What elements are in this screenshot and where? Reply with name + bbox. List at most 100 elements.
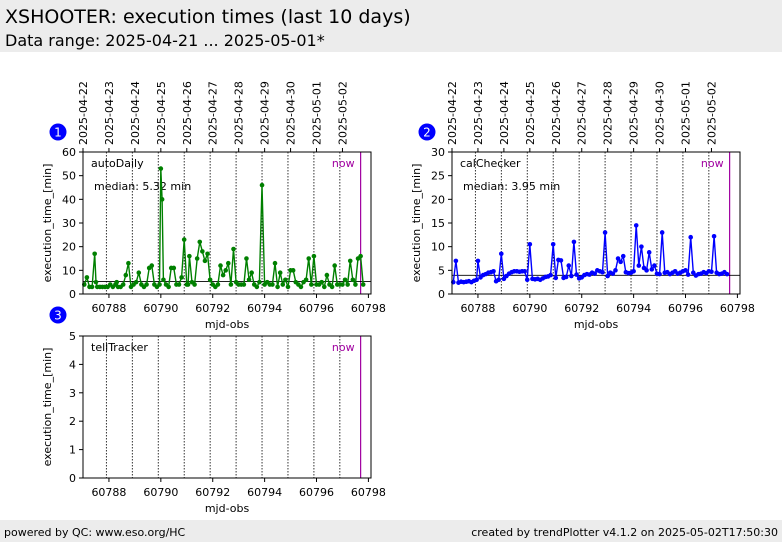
panel2-data-point: [571, 239, 577, 245]
panel2-data-point: [709, 269, 714, 275]
panel1-data-point: [241, 282, 247, 287]
panel1-data-point: [89, 284, 95, 290]
panel1-data-point: [181, 237, 187, 242]
panel2-data-point: [569, 273, 574, 279]
panel1-y-tick-label: 50: [62, 170, 76, 183]
panel2-y-tick-label: 30: [431, 146, 445, 159]
panel1-data-point: [84, 275, 90, 280]
panel1-date-tick-label: 2025-04-23: [103, 81, 116, 145]
panel2-date-tick-label: 2025-04-30: [654, 81, 667, 145]
panel3-number-label: 3: [54, 309, 62, 323]
panel2-number-badge: [418, 123, 436, 141]
panel1-data-point: [192, 282, 197, 287]
panel2-x-tick-label: 60788: [460, 302, 495, 315]
panel1-date-tick-label: 2025-05-02: [336, 81, 349, 145]
panel1-data-point: [205, 251, 210, 257]
panel2-y-tick-label: 10: [431, 241, 445, 254]
panel1-date-tick-label: 2025-04-22: [77, 81, 90, 145]
page-title: XSHOOTER: execution times (last 10 days): [5, 6, 411, 28]
panel1-now-label: now: [332, 157, 355, 170]
panel2-y-tick-label: 20: [431, 193, 445, 206]
panel1-data-point: [340, 282, 345, 287]
panel2-date-tick-label: 2025-04-28: [602, 81, 615, 145]
panel1-data-point: [358, 253, 363, 259]
panel1-data-point: [157, 282, 162, 287]
panel2-data-point: [563, 274, 569, 280]
panel1-data-point: [218, 263, 223, 268]
panel2-data-point: [688, 234, 694, 240]
footer-bar: powered by QC: www.eso.org/HC created by…: [0, 520, 782, 542]
panel3-x-tick-label: 60790: [143, 486, 178, 499]
panel1-data-point: [285, 284, 291, 290]
panel1-data-point: [347, 258, 353, 264]
panel1-data-point: [306, 256, 312, 261]
panel1-data-point: [159, 197, 165, 202]
panel3-x-tick-label: 60792: [195, 486, 230, 499]
panel1-data-point: [321, 284, 327, 290]
panel2-y-axis-label: execution_time_[min]: [410, 164, 423, 283]
panel1-x-axis-label: mjd-obs: [205, 318, 250, 331]
panel1-data-point: [144, 282, 149, 287]
panel1-y-tick-label: 60: [62, 146, 76, 159]
panel3-x-tick-label: 60796: [299, 486, 334, 499]
panel3-number-badge: [49, 306, 67, 324]
panel1-data-point: [249, 270, 254, 276]
panel2-data-point: [475, 258, 481, 264]
panel1-data-point: [225, 260, 231, 266]
panel1-x-tick-label: 60796: [299, 302, 334, 315]
panel1-series-name: autoDaily: [91, 157, 144, 170]
panel2-data-point: [631, 268, 636, 274]
panel1-data-point: [311, 253, 317, 259]
panel3-y-tick-label: 3: [69, 387, 76, 400]
panel2-data-point: [613, 268, 618, 273]
panel3-x-tick-label: 60798: [351, 486, 386, 499]
panel1-data-point: [197, 239, 203, 245]
panel2-data-point: [498, 251, 504, 257]
panel1-x-tick-label: 60790: [143, 302, 178, 315]
panel1-y-tick-label: 20: [62, 241, 76, 254]
panel1-data-point: [93, 279, 99, 285]
panel2-data-point: [615, 256, 621, 261]
panel2-x-tick-label: 60798: [720, 302, 755, 315]
panel1-y-tick-label: 30: [62, 217, 76, 230]
panel2-data-point: [474, 277, 479, 283]
panel1-data-point: [231, 246, 236, 252]
panel1-data-point: [324, 272, 330, 278]
panel1-data-point: [120, 282, 126, 287]
panel1-data-point: [360, 282, 366, 287]
panel3-x-tick-label: 60794: [247, 486, 282, 499]
panel2-date-tick-label: 2025-05-02: [705, 81, 718, 145]
panel2-data-point: [600, 269, 605, 275]
panel1-date-tick-label: 2025-04-26: [181, 81, 194, 145]
page-subtitle: Data range: 2025-04-21 ... 2025-05-01*: [5, 31, 325, 50]
panel1-x-tick-label: 60788: [91, 302, 126, 315]
panel3-y-tick-label: 1: [69, 444, 76, 457]
panel2-data-point: [683, 268, 688, 273]
panel1-data-point: [353, 282, 358, 287]
panel2-number-label: 2: [423, 126, 431, 140]
panel3-y-tick-label: 0: [69, 472, 76, 485]
panel1-x-tick-label: 60794: [247, 302, 282, 315]
panel2-data-point: [610, 271, 616, 276]
panel2-data-point: [636, 263, 642, 268]
panel3-x-axis-label: mjd-obs: [205, 502, 250, 515]
panel2-y-tick-label: 0: [438, 288, 445, 301]
panel2-data-point: [527, 242, 533, 247]
footer-powered-by: powered by QC: www.eso.org/HC: [4, 526, 186, 539]
panel1-date-tick-label: 2025-04-25: [155, 81, 168, 145]
panel1-data-point: [246, 277, 252, 283]
panel1-data-point: [220, 272, 226, 278]
panel1-date-tick-label: 2025-04-29: [259, 81, 272, 145]
panel1-data-point: [259, 182, 265, 188]
panel2-date-tick-label: 2025-04-23: [472, 81, 485, 145]
panel3-y-tick-label: 5: [69, 330, 76, 343]
panel1-data-point: [194, 256, 200, 261]
panel2-data-point: [646, 250, 652, 255]
panel3-y-tick-label: 2: [69, 415, 76, 428]
panel2-data-point: [550, 242, 556, 247]
panel1-y-tick-label: 0: [69, 288, 76, 301]
panel2-date-tick-label: 2025-04-29: [628, 81, 641, 145]
panel1-data-point: [345, 282, 350, 287]
panel2-data-point: [633, 223, 639, 228]
